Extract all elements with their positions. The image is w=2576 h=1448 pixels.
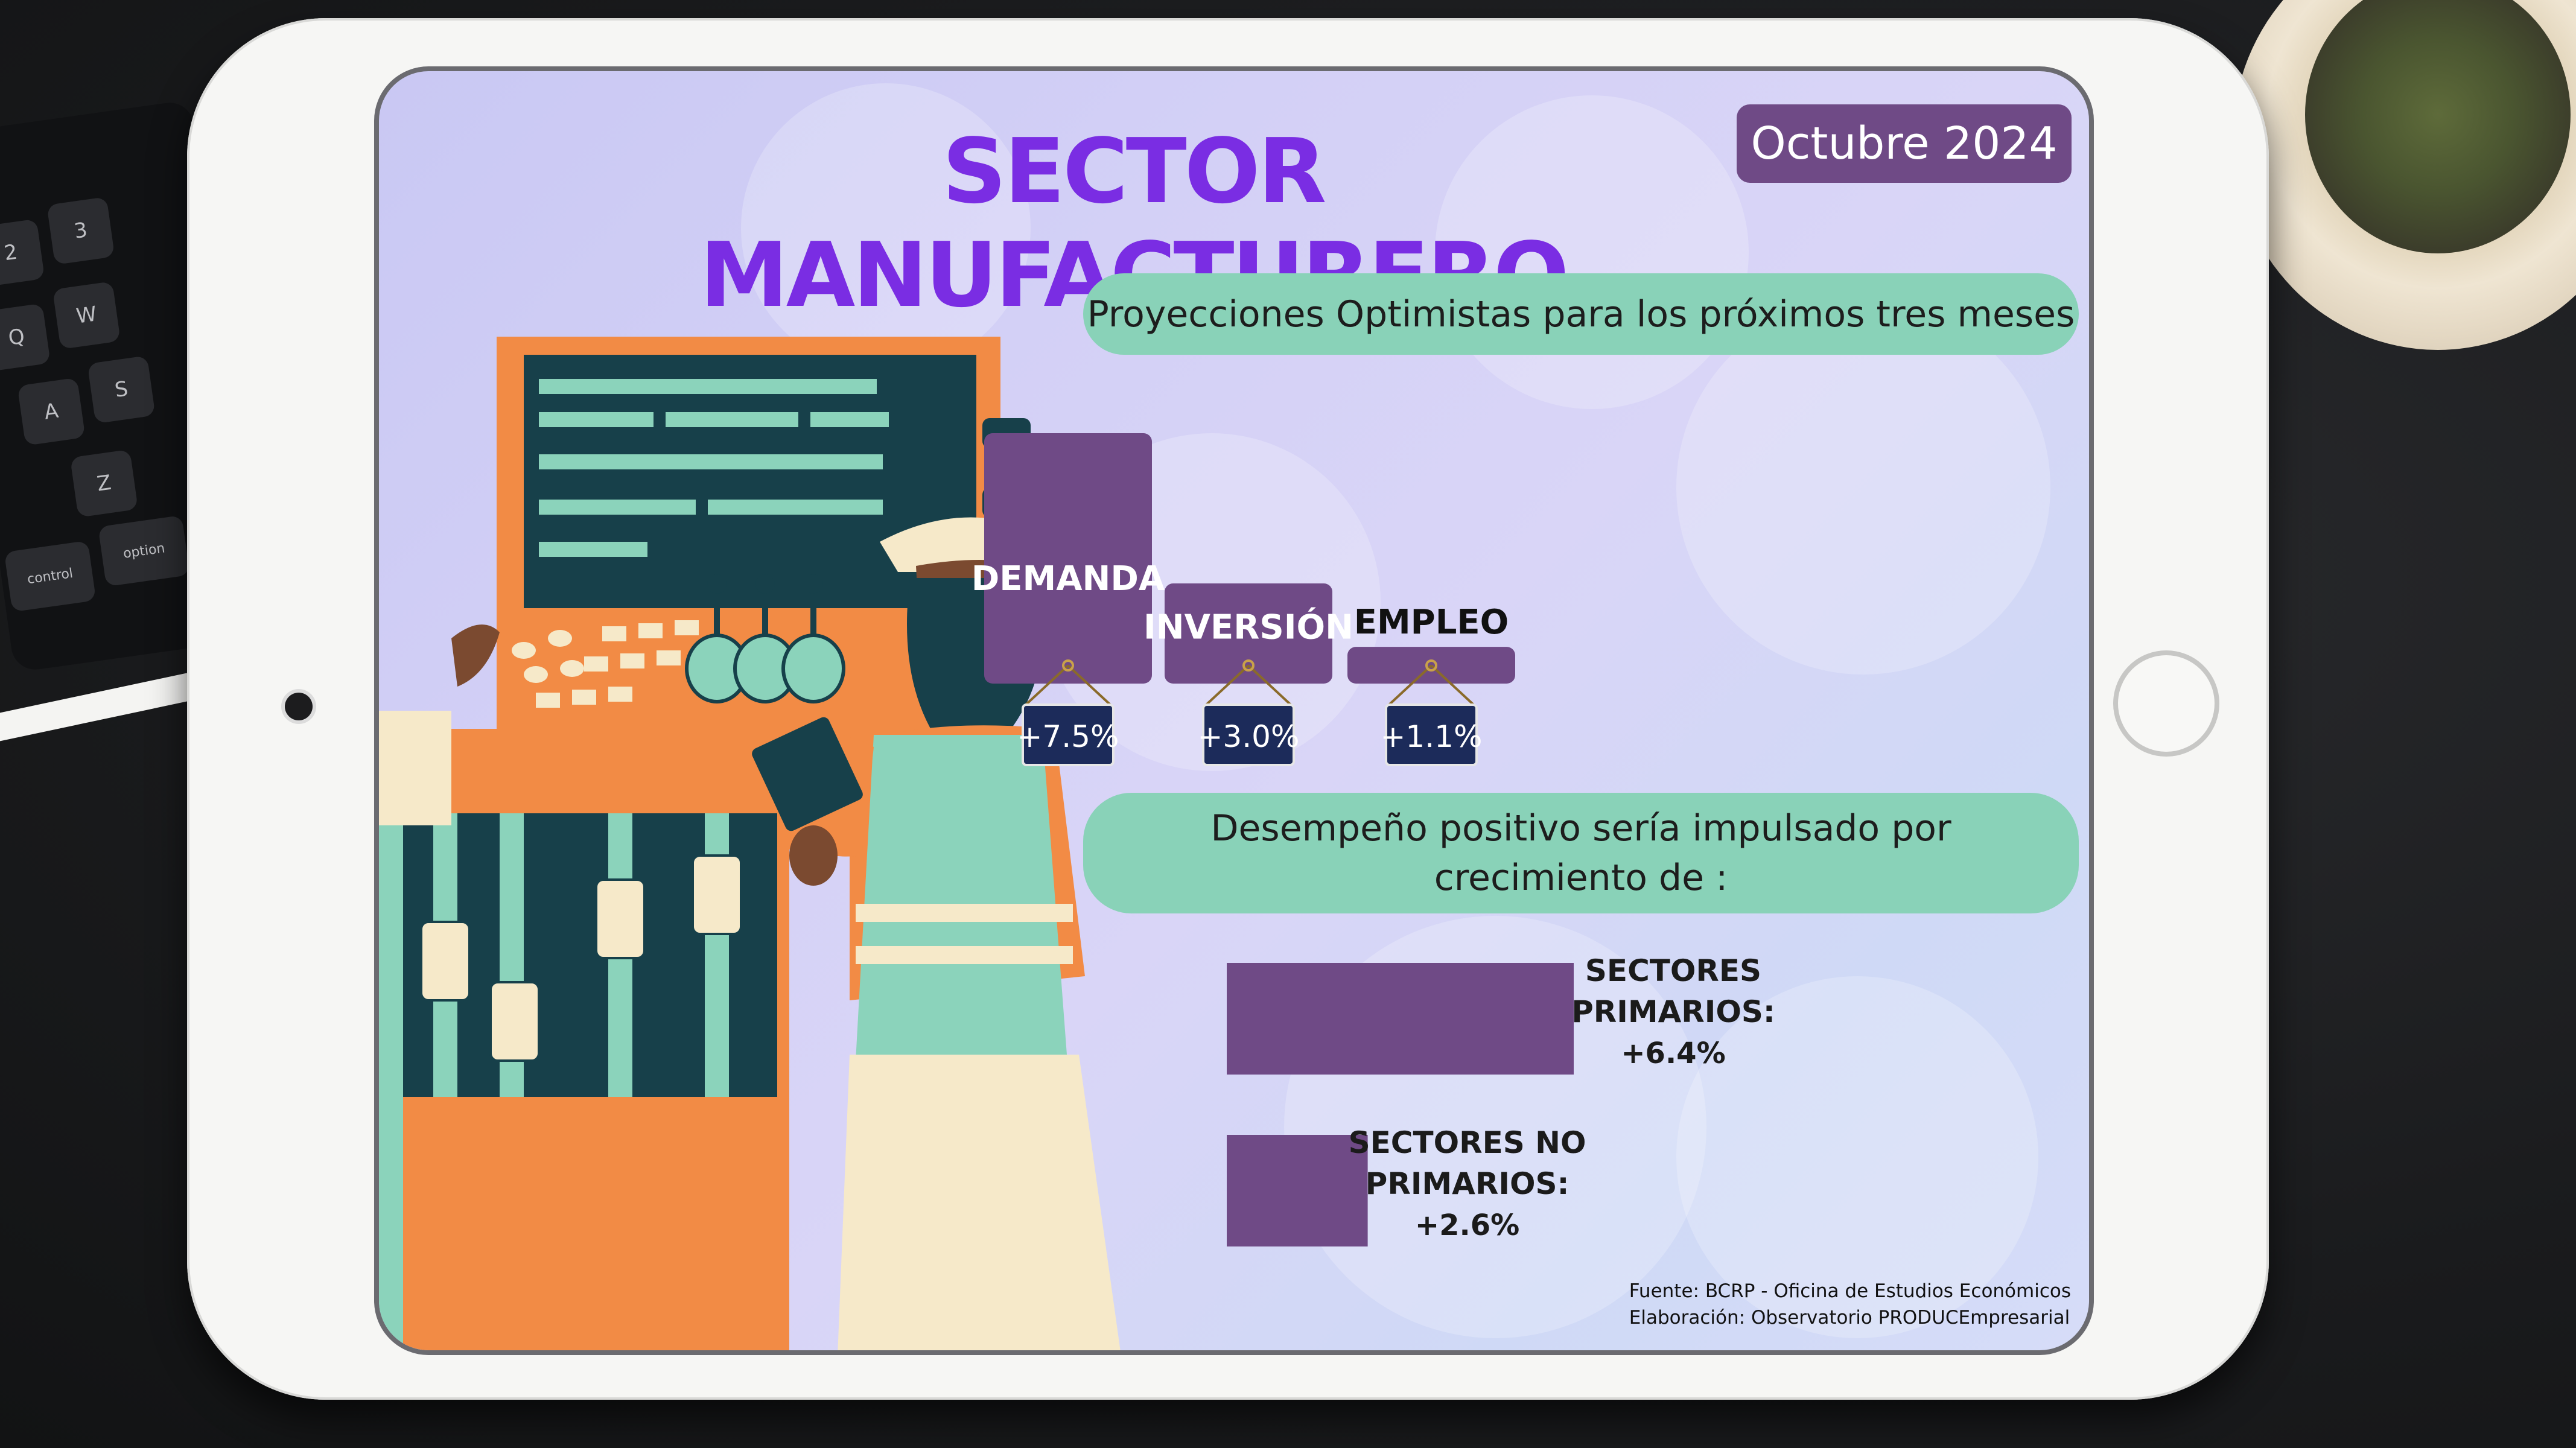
- tag-string: [1205, 664, 1250, 706]
- key-control: control: [4, 540, 97, 612]
- credits-line: Elaboración: Observatorio PRODUCEmpresar…: [1629, 1307, 2070, 1329]
- tablet-camera: [285, 693, 313, 720]
- tag-string: [1247, 664, 1292, 706]
- tag-pin-icon: [1062, 659, 1074, 672]
- factory-workers-illustration: [379, 337, 1121, 1350]
- bar-demanda: [984, 433, 1152, 684]
- value-label: +7.5%: [1017, 719, 1119, 754]
- key-s: S: [87, 355, 156, 424]
- date-badge: Octubre 2024: [1737, 104, 2072, 183]
- infographic-screen: SECTOR MANUFACTURERO Octubre 2024 Proyec…: [374, 66, 2094, 1355]
- hbar-sector-1: [1227, 963, 1574, 1075]
- key-3: 3: [46, 197, 115, 265]
- key-w: W: [52, 281, 121, 350]
- bar-category-label: INVERSIÓN: [1143, 608, 1353, 647]
- bg-bubble: [1435, 95, 1749, 409]
- tag-pin-icon: [1425, 659, 1437, 672]
- hbar-category-label: SECTORES: [1585, 953, 1761, 988]
- clipboard-icon: [752, 717, 863, 831]
- key-q: Q: [0, 303, 51, 372]
- projections-heading: Proyecciones Optimistas para los próximo…: [1083, 273, 2079, 355]
- value-tag: [1202, 703, 1295, 766]
- value-tag: [1385, 703, 1478, 766]
- cactus: [2305, 0, 2571, 253]
- tablet-home-button[interactable]: [2113, 650, 2219, 757]
- key-z: Z: [69, 449, 138, 518]
- worker-right: [752, 517, 1121, 1350]
- bar-category-label: EMPLEO: [1354, 603, 1509, 642]
- skirt: [838, 1055, 1121, 1350]
- bg-bubble: [1676, 300, 2050, 675]
- hbar-category-label: SECTORES NO: [1349, 1125, 1586, 1160]
- hbar-category-label: PRIMARIOS:: [1366, 1166, 1569, 1201]
- hbar-value-label: +2.6%: [1415, 1208, 1519, 1242]
- lever-icons: [685, 574, 845, 703]
- value-label: +1.1%: [1381, 719, 1483, 754]
- source-line: Fuente: BCRP - Oficina de Estudios Econó…: [1629, 1280, 2071, 1302]
- worker-left-sleeve: [379, 711, 451, 825]
- bar-empleo: [1347, 647, 1515, 684]
- value-tag: [1022, 703, 1115, 766]
- tag-string: [1430, 664, 1475, 706]
- tag-string: [1067, 664, 1111, 706]
- slider-handles: [420, 854, 742, 1062]
- key-option: option: [98, 515, 190, 587]
- bar-inversión: [1165, 583, 1332, 684]
- source-credits: Fuente: BCRP - Oficina de Estudios Econó…: [1629, 1278, 2071, 1331]
- bg-bubble: [741, 83, 1031, 373]
- key-2: 2: [0, 218, 45, 287]
- control-buttons: [512, 620, 699, 708]
- safety-vest: [856, 735, 1067, 1061]
- hbar-category-label: PRIMARIOS:: [1571, 994, 1775, 1029]
- growth-heading: Desempeño positivo sería impulsado por c…: [1083, 793, 2079, 913]
- charts-layer: DEMANDA +7.5% INVERSIÓN +3.0% EMPLEO +1.1% SEC…: [972, 433, 1775, 1246]
- value-label: +3.0%: [1198, 719, 1300, 754]
- tag-string: [1025, 664, 1069, 706]
- tag-pin-icon: [1242, 659, 1255, 672]
- bar-category-label: DEMANDA: [972, 559, 1165, 599]
- worker-left-hand: [451, 624, 500, 687]
- bg-bubble: [1676, 976, 2038, 1338]
- tag-string: [1388, 664, 1433, 706]
- key-a: A: [17, 377, 86, 446]
- hbar-value-label: +6.4%: [1621, 1037, 1725, 1070]
- hbar-sector-2: [1227, 1135, 1368, 1246]
